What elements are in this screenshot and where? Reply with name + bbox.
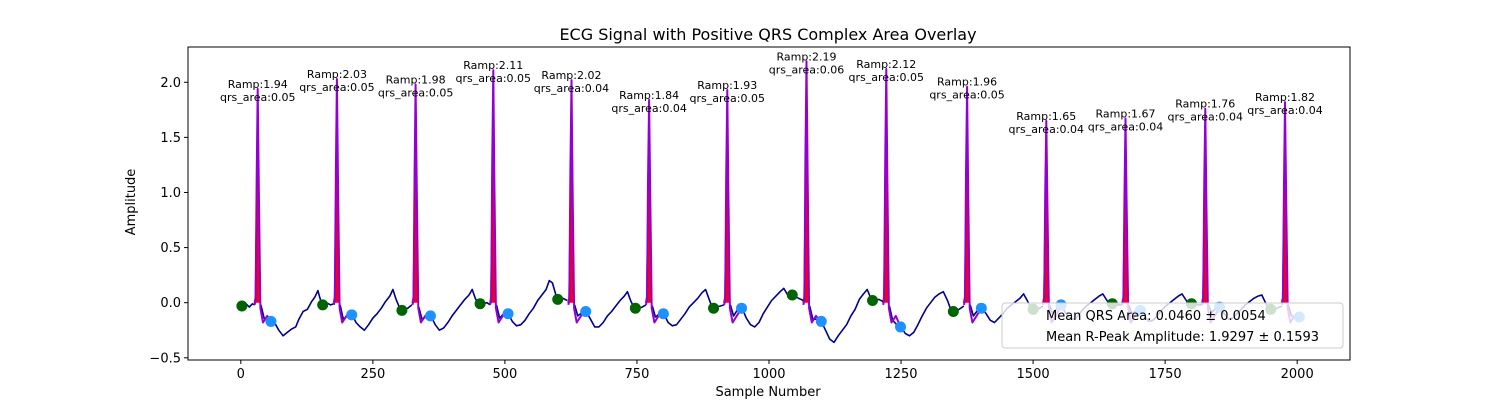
qrs-area-label: qrs_area:0.05 — [929, 89, 1004, 102]
qrs-complex-line — [882, 68, 902, 328]
qrs-area-label: qrs_area:0.04 — [1247, 104, 1322, 117]
x-tick-label: 0 — [237, 367, 245, 382]
qrs-complex-line — [802, 60, 823, 324]
qrs-area-label: qrs_area:0.04 — [1009, 123, 1084, 136]
x-tick-label: 1250 — [884, 367, 917, 382]
qrs-offset-point — [815, 315, 827, 327]
qrs-area-label: qrs_area:0.04 — [1088, 121, 1163, 134]
qrs-complex-line — [962, 85, 983, 324]
qrs-area-label: qrs_area:0.05 — [456, 72, 531, 85]
legend-entry-qrs-area: Mean QRS Area: 0.0460 ± 0.0054 — [1046, 309, 1266, 324]
qrs-area-label: qrs_area:0.04 — [534, 82, 609, 95]
x-tick-label: 1500 — [1017, 367, 1050, 382]
qrs-area-label: qrs_area:0.04 — [1168, 111, 1243, 124]
qrs-area-label: qrs_area:0.05 — [378, 86, 453, 99]
r-peak-amplitude-label: Ramp:2.12 — [856, 58, 916, 71]
qrs-onset-point — [629, 302, 641, 314]
qrs-onset-point — [708, 302, 720, 314]
qrs-onset-point — [786, 289, 798, 301]
legend-entry-r-peak: Mean R-Peak Amplitude: 1.9297 ± 0.1593 — [1046, 330, 1319, 345]
chart-title: ECG Signal with Positive QRS Complex Are… — [559, 25, 976, 44]
r-peak-amplitude-label: Ramp:2.11 — [463, 59, 523, 72]
qrs-offset-point — [736, 302, 748, 314]
qrs-area-label: qrs_area:0.05 — [849, 71, 924, 84]
qrs-complex-line — [644, 98, 664, 324]
y-tick-label: 1.0 — [160, 186, 181, 201]
qrs-area-label: qrs_area:0.04 — [611, 102, 686, 115]
r-peak-amplitude-label: Ramp:1.94 — [228, 78, 288, 91]
qrs-complex-line — [489, 69, 509, 324]
qrs-offset-point — [580, 306, 592, 318]
qrs-complex-line — [567, 79, 587, 324]
x-axis-label: Sample Number — [715, 385, 821, 400]
x-tick-label: 2000 — [1281, 367, 1314, 382]
y-tick-label: 1.5 — [160, 131, 181, 146]
r-peak-amplitude-label: Ramp:1.84 — [619, 89, 679, 102]
x-tick-label: 1000 — [752, 367, 785, 382]
qrs-onset-point — [236, 300, 248, 312]
plot-area: Ramp:1.94qrs_area:0.05Ramp:2.03qrs_area:… — [149, 46, 1351, 382]
qrs-complex-line — [723, 89, 743, 324]
y-tick-label: 2.0 — [160, 76, 181, 91]
qrs-offset-point — [657, 308, 669, 320]
x-tick-label: 1750 — [1149, 367, 1182, 382]
qrs-area-label: qrs_area:0.06 — [769, 63, 844, 76]
qrs-area-label: qrs_area:0.05 — [220, 91, 295, 104]
qrs-offset-point — [975, 302, 987, 314]
r-peak-amplitude-label: Ramp:1.98 — [386, 73, 446, 86]
r-peak-amplitude-label: Ramp:1.93 — [697, 79, 757, 92]
r-peak-amplitude-label: Ramp:1.76 — [1175, 98, 1235, 111]
qrs-onset-point — [396, 304, 408, 316]
r-peak-amplitude-label: Ramp:1.96 — [937, 76, 997, 89]
x-tick-label: 750 — [625, 367, 650, 382]
qrs-complex-line — [253, 87, 272, 324]
x-tick-label: 250 — [360, 367, 385, 382]
qrs-complex-line — [332, 78, 352, 324]
qrs-area-label: qrs_area:0.05 — [690, 92, 765, 105]
qrs-onset-point — [947, 306, 959, 318]
legend-box — [1001, 302, 1344, 349]
r-peak-amplitude-label: Ramp:1.67 — [1095, 108, 1155, 121]
qrs-onset-point — [317, 299, 329, 311]
r-peak-amplitude-label: Ramp:2.02 — [541, 69, 601, 82]
qrs-onset-point — [474, 298, 486, 310]
qrs-offset-point — [424, 310, 436, 322]
qrs-offset-point — [346, 309, 358, 321]
qrs-offset-point — [265, 315, 277, 327]
r-peak-amplitude-label: Ramp:1.82 — [1255, 91, 1315, 104]
y-tick-label: −0.5 — [149, 351, 181, 366]
x-tick-label: 500 — [492, 367, 517, 382]
r-peak-amplitude-label: Ramp:2.19 — [776, 50, 836, 63]
y-tick-label: 0.0 — [160, 296, 181, 311]
legend: Mean QRS Area: 0.0460 ± 0.0054 Mean R-Pe… — [1001, 302, 1344, 349]
qrs-complex-line — [411, 83, 431, 324]
qrs-offset-point — [895, 321, 907, 333]
r-peak-amplitude-label: Ramp:1.65 — [1016, 110, 1076, 123]
qrs-area-label: qrs_area:0.05 — [299, 81, 374, 94]
qrs-onset-point — [552, 293, 564, 305]
y-tick-label: 0.5 — [160, 241, 181, 256]
r-peak-amplitude-label: Ramp:2.03 — [307, 68, 367, 81]
qrs-offset-point — [502, 308, 514, 320]
y-axis-label: Amplitude — [124, 169, 139, 236]
qrs-onset-point — [867, 294, 879, 306]
